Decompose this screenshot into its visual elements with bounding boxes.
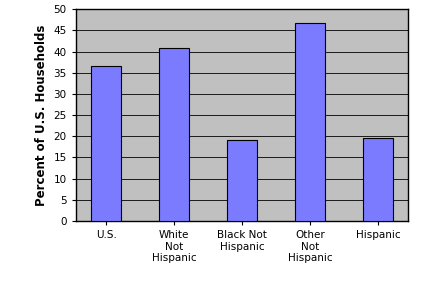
Bar bbox=[362, 138, 393, 221]
Bar bbox=[227, 140, 257, 221]
Y-axis label: Percent of U.S. Households: Percent of U.S. Households bbox=[35, 25, 48, 206]
Bar bbox=[295, 23, 325, 221]
Bar bbox=[159, 48, 189, 221]
Bar bbox=[91, 66, 122, 221]
